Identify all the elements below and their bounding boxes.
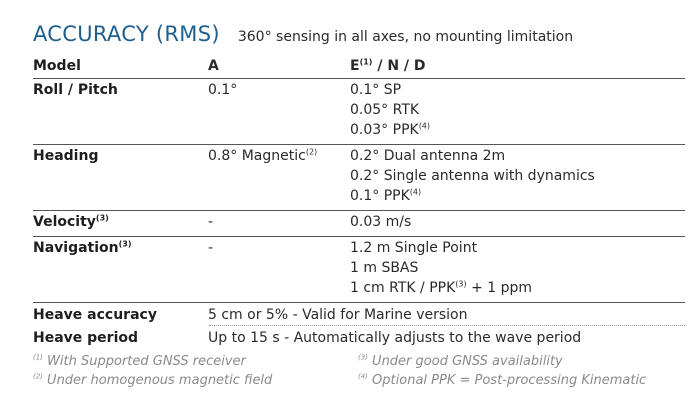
footnote-ref: (1): [359, 57, 373, 67]
e-value: 0.2° Single antenna with dynamics: [350, 166, 685, 186]
footnote-number: (3): [358, 353, 368, 362]
heave-period-value: Up to 15 s - Automatically adjusts to th…: [208, 330, 582, 346]
accuracy-table: Model A E(1) / N / D Roll / Pitch 0.1° 0…: [33, 56, 685, 349]
a-value-text: 0.8° Magnetic: [208, 148, 306, 164]
footnote-number: (1): [33, 353, 43, 362]
header-model: Model: [33, 58, 81, 74]
table-header: Model A E(1) / N / D: [33, 56, 685, 79]
e-value: 0.03° PPK(4): [350, 120, 685, 140]
table-row: Roll / Pitch 0.1° 0.1° SP 0.05° RTK 0.03…: [33, 79, 685, 145]
footnote-number: (2): [33, 372, 43, 381]
e-value-text: 1 cm RTK / PPK: [350, 280, 456, 296]
heave-accuracy-value: 5 cm or 5% - Valid for Marine version: [208, 307, 468, 323]
footnote: (2) Under homogenous magnetic field: [33, 372, 272, 390]
footnote: (4) Optional PPK = Post-processing Kinem…: [358, 372, 646, 390]
footnote: (1) With Supported GNSS receiver: [33, 353, 246, 371]
page-title: ACCURACY (RMS): [33, 22, 220, 46]
e-value: 0.03 m/s: [350, 212, 685, 232]
e-value: 0.1° PPK(4): [350, 186, 685, 206]
e-value-text: 0.1° PPK: [350, 188, 410, 204]
footnote-ref: (2): [305, 147, 318, 157]
row-label: Heading: [33, 148, 99, 164]
a-value-text: 0.1°: [208, 82, 238, 98]
footnote-ref: (3): [118, 239, 132, 249]
a-value: -: [208, 212, 350, 232]
row-label: Roll / Pitch: [33, 82, 118, 98]
header-e-label: E: [350, 58, 360, 74]
e-value-text: 0.03° PPK: [350, 122, 419, 138]
page-subtitle: 360° sensing in all axes, no mounting li…: [237, 29, 574, 45]
a-value-text: -: [208, 240, 214, 256]
footnote-text: Under homogenous magnetic field: [42, 373, 273, 388]
table-row: Velocity(3) - 0.03 m/s: [33, 211, 685, 237]
a-value: 0.1°: [208, 80, 350, 100]
e-value-text: 0.2° Single antenna with dynamics: [350, 168, 595, 184]
e-value: 0.2° Dual antenna 2m: [350, 146, 685, 166]
table-row: Heave accuracy 5 cm or 5% - Valid for Ma…: [33, 303, 685, 326]
a-value: -: [208, 238, 350, 258]
a-value: 0.8° Magnetic(2): [208, 146, 350, 166]
table-row: Navigation(3) - 1.2 m Single Point 1 m S…: [33, 237, 685, 303]
footnote-ref: (4): [418, 121, 431, 131]
e-value-text: 0.2° Dual antenna 2m: [350, 148, 506, 164]
footnote: (3) Under good GNSS availability: [358, 353, 563, 371]
table-row: Heading 0.8° Magnetic(2) 0.2° Dual anten…: [33, 145, 685, 211]
header-e: E(1) / N / D: [350, 56, 685, 78]
e-value: 1 m SBAS: [350, 258, 685, 278]
footnote-ref: (3): [95, 213, 109, 223]
footnote-text: With Supported GNSS receiver: [42, 354, 246, 369]
footnote-text: Optional PPK = Post-processing Kinematic: [367, 373, 647, 388]
e-value: 0.05° RTK: [350, 100, 685, 120]
e-value-text: 1.2 m Single Point: [350, 240, 478, 256]
footnote-text: Under good GNSS availability: [367, 354, 563, 369]
e-value-text: 0.03 m/s: [350, 214, 412, 230]
header-a: A: [208, 58, 219, 74]
header-e-suffix: / N / D: [372, 58, 426, 74]
row-label: Heave accuracy: [33, 307, 157, 323]
e-value: 1.2 m Single Point: [350, 238, 685, 258]
footnote-number: (4): [358, 372, 368, 381]
e-value: 1 cm RTK / PPK(3) + 1 ppm: [350, 278, 685, 298]
row-label: Heave period: [33, 330, 139, 346]
row-label: Velocity: [33, 214, 96, 230]
e-value: 0.1° SP: [350, 80, 685, 100]
footnote-ref: (4): [409, 187, 422, 197]
row-label: Navigation: [33, 240, 119, 256]
e-value-text: 1 m SBAS: [350, 260, 419, 276]
title-row: ACCURACY (RMS) 360° sensing in all axes,…: [33, 22, 573, 46]
e-value-tail: + 1 ppm: [466, 280, 533, 296]
a-value-text: -: [208, 214, 214, 230]
row-divider: [209, 325, 685, 326]
e-value-text: 0.1° SP: [350, 82, 402, 98]
table-row: Heave period Up to 15 s - Automatically …: [33, 326, 685, 349]
e-value-text: 0.05° RTK: [350, 102, 420, 118]
footnote-ref: (3): [455, 279, 467, 289]
